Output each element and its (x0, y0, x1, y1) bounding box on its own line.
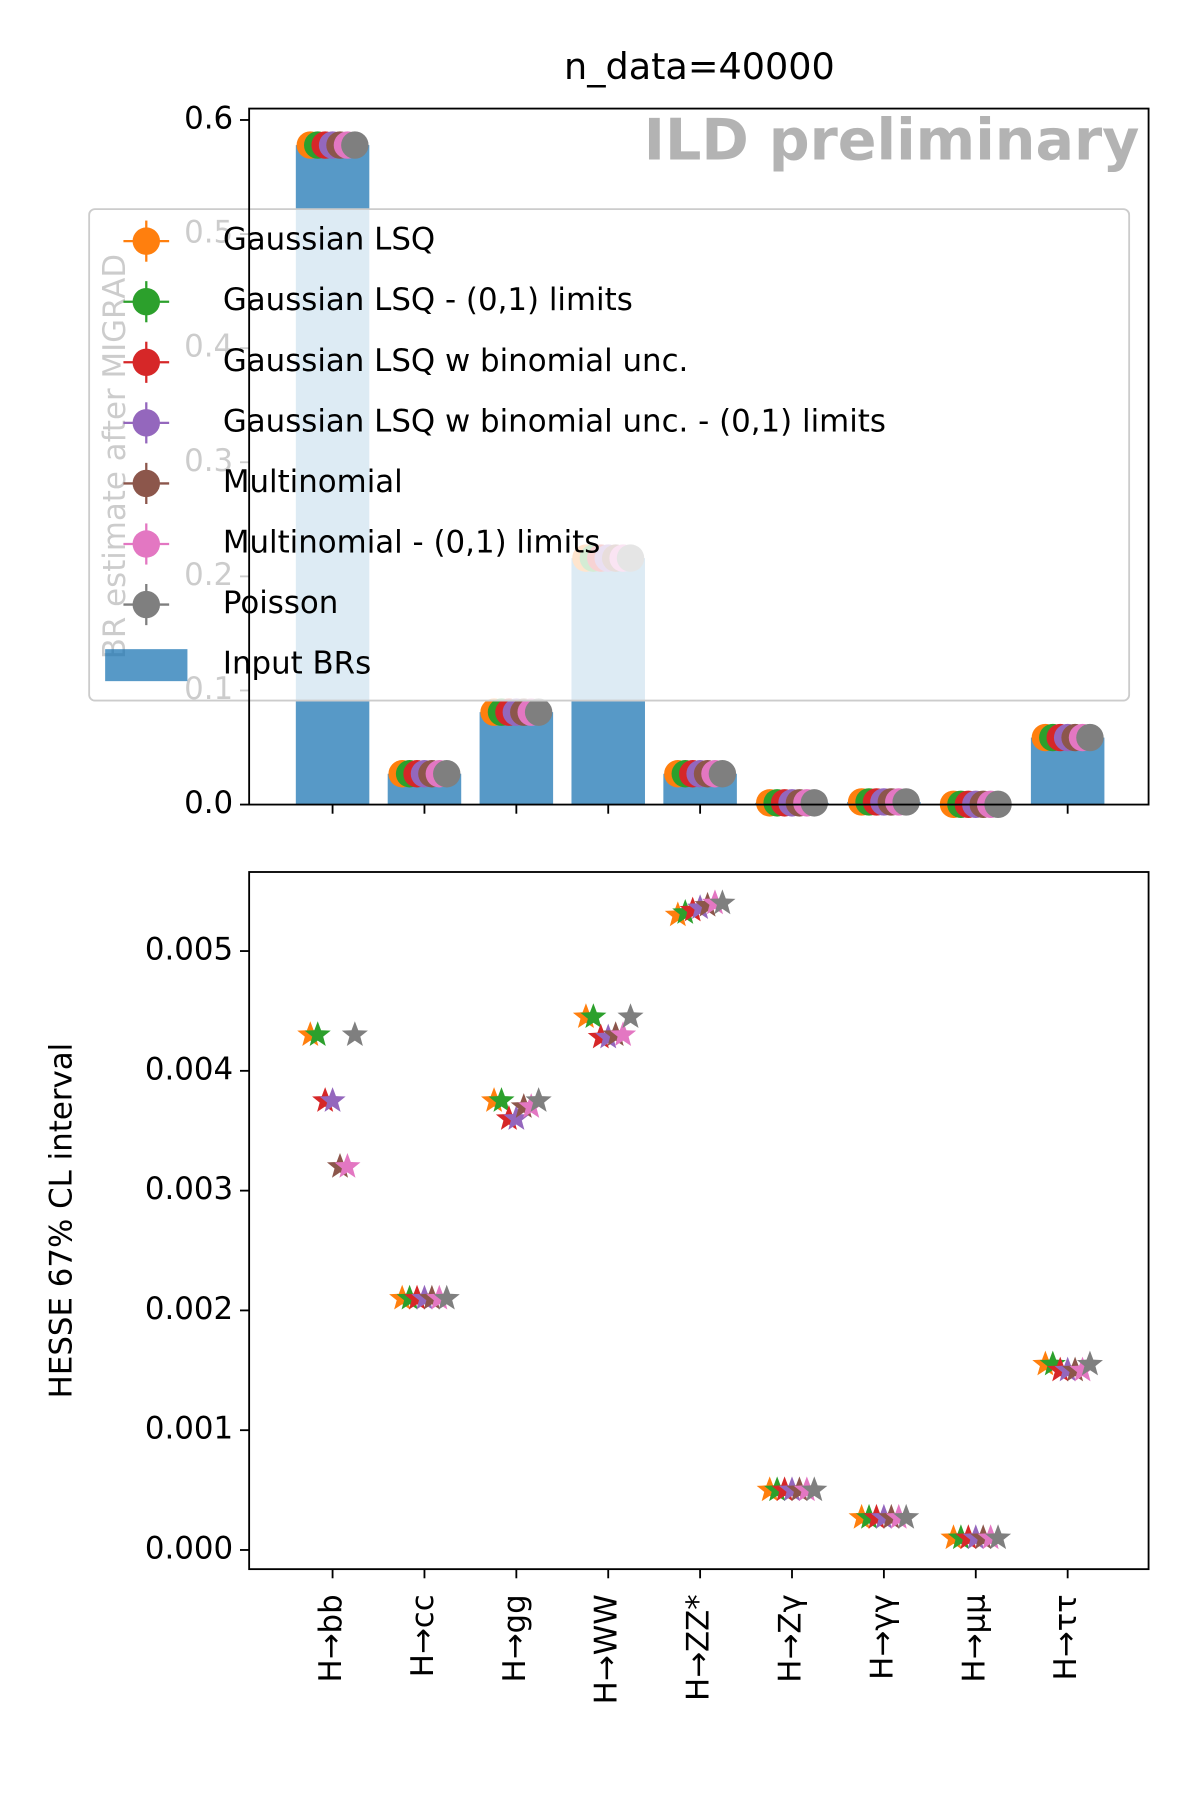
legend-marker (132, 287, 160, 316)
point (1039, 1350, 1066, 1376)
x-tick-label: H→bb (313, 1594, 349, 1682)
point (801, 1476, 828, 1502)
legend-marker (132, 409, 160, 437)
point (525, 1087, 552, 1112)
legend-swatch (105, 649, 188, 682)
legend-marker (132, 227, 160, 255)
x-tick-label: H→ττ (1048, 1594, 1084, 1680)
y-tick-label: 0.002 (145, 1291, 233, 1327)
point (892, 788, 920, 816)
point (319, 1087, 346, 1112)
axes-frame (248, 871, 1150, 1571)
legend-marker (132, 590, 160, 619)
point (341, 131, 369, 159)
annotation: ILD preliminary (644, 108, 1140, 174)
legend-label: Poisson (223, 585, 339, 621)
point (672, 899, 699, 924)
legend-label: Multinomial (223, 464, 403, 500)
legend-marker (132, 469, 160, 498)
point (595, 1023, 622, 1049)
point (580, 1003, 607, 1029)
point (893, 1503, 920, 1529)
x-tick-label: H→WW (589, 1594, 625, 1704)
point (433, 760, 461, 788)
y-tick-label: 0.005 (145, 932, 233, 968)
legend-marker (132, 530, 160, 558)
point (1069, 1356, 1096, 1382)
legend-label: Multinomial - (0,1) limits (223, 524, 600, 560)
x-tick-label: H→μμ (956, 1594, 992, 1682)
point (687, 894, 714, 920)
legend-box (88, 208, 1131, 702)
point (433, 1284, 460, 1310)
point (617, 1003, 644, 1029)
x-tick-label: H→γγ (864, 1594, 900, 1680)
legend-label: Gaussian LSQ w binomial unc. (223, 343, 689, 379)
point (488, 1087, 515, 1112)
point (1076, 1350, 1103, 1376)
point (610, 1021, 637, 1046)
axes-frame (248, 107, 1150, 806)
point (524, 698, 553, 726)
chart-title: n_data=40000 (564, 45, 835, 88)
x-tick-label: H→cc (405, 1594, 441, 1677)
point (664, 901, 691, 927)
y-axis-label: HESSE 67% CL interval (43, 1043, 79, 1399)
x-tick-label: H→ZZ* (681, 1594, 717, 1701)
legend-marker (132, 348, 160, 376)
point (679, 896, 706, 922)
y-tick-label: 0.003 (145, 1171, 233, 1207)
bar (479, 712, 554, 805)
point (709, 889, 736, 915)
legend-label: Gaussian LSQ - (0,1) limits (223, 282, 633, 318)
x-tick-label: H→Zγ (772, 1594, 808, 1682)
point (708, 760, 737, 788)
x-tick-label: H→gg (497, 1594, 533, 1682)
legend-label: Input BRs (223, 646, 371, 682)
y-tick-label: 0.000 (145, 1530, 233, 1566)
y-tick-label: 0.0 (184, 785, 233, 821)
point (694, 891, 721, 917)
y-tick-label: 0.004 (145, 1051, 233, 1087)
legend-label: Gaussian LSQ (223, 222, 435, 258)
point (518, 1093, 545, 1118)
point (800, 789, 828, 817)
y-tick-label: 0.6 (184, 100, 233, 136)
point (341, 1021, 368, 1046)
point (334, 1152, 361, 1178)
figure-body: n_data=40000 0.00.10.20.30.40.50.6BR est… (43, 45, 1150, 1704)
legend-label: Gaussian LSQ w binomial unc. - (0,1) lim… (223, 403, 886, 439)
point (304, 1021, 331, 1046)
y-tick-label: 0.001 (145, 1411, 233, 1447)
point (985, 1524, 1012, 1550)
point (1076, 723, 1104, 752)
